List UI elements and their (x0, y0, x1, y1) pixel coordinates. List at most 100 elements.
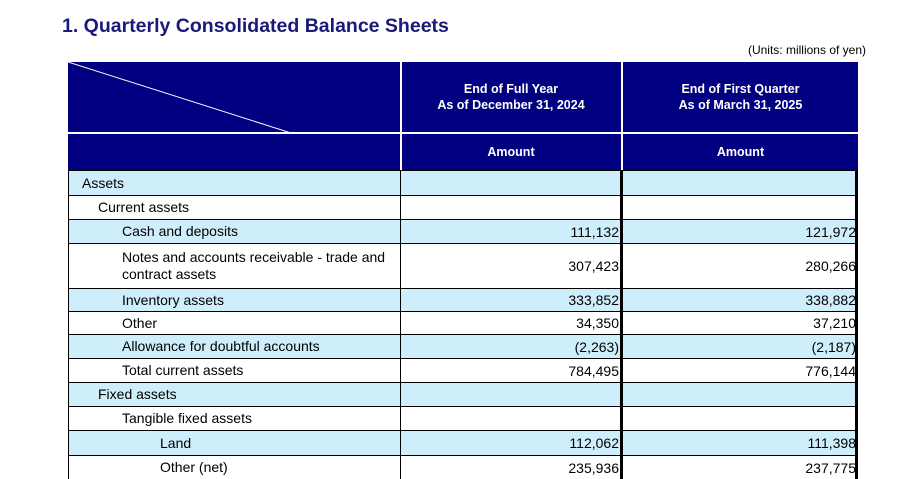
amount-prior-year: 112,062 (401, 431, 621, 455)
column-rule (620, 335, 623, 358)
table-row: Allowance for doubtful accounts (2,263) (2… (68, 334, 858, 358)
header-corner-cell (68, 62, 401, 168)
row-label: Other (net) (160, 459, 228, 475)
column-rule (68, 359, 69, 382)
column-heading-current-quarter-line1: End of First Quarter (681, 82, 800, 96)
row-label: Land (68, 431, 401, 455)
column-rule (400, 196, 401, 219)
units-note: (Units: millions of yen) (747, 43, 866, 57)
column-heading-prior-year-line2: As of December 31, 2024 (437, 98, 585, 112)
column-rule (400, 312, 401, 334)
row-label: Cash and deposits (68, 220, 401, 243)
table-row: Total current assets 784,495 776,144 (68, 358, 858, 382)
amount-current-quarter (623, 407, 858, 430)
column-rule (400, 244, 401, 288)
column-rule (855, 335, 858, 358)
table-header: End of Full Year As of December 31, 2024… (68, 62, 858, 168)
amount-prior-year: 235,936 (568, 459, 619, 476)
column-rule (855, 407, 858, 430)
column-rule (620, 383, 623, 406)
column-rule (620, 289, 623, 311)
amount-prior-year (401, 196, 621, 219)
header-divider (621, 62, 623, 132)
row-label: Other (122, 314, 158, 331)
column-rule (620, 196, 623, 219)
column-rule (400, 220, 401, 243)
column-rule (68, 220, 69, 243)
column-rule (855, 312, 858, 334)
column-rule (68, 289, 69, 311)
amount-current-quarter: (2,187) (623, 335, 858, 358)
row-label: Allowance for doubtful accounts (68, 335, 401, 358)
amount-prior-year (401, 383, 621, 406)
amount-prior-year: 307,423 (568, 258, 619, 274)
table-row: Inventory assets 333,852 338,882 (68, 288, 858, 311)
header-divider (621, 134, 623, 170)
column-rule (400, 289, 401, 311)
column-rule (68, 335, 69, 358)
column-rule (68, 407, 69, 430)
column-rule (620, 359, 623, 382)
row-label: Current assets (98, 199, 190, 215)
column-rule (855, 196, 858, 219)
column-rule (68, 431, 69, 455)
column-rule (68, 196, 69, 219)
subheader-corner-cell (68, 134, 401, 170)
table-row: Notes and accounts receivable - trade an… (68, 243, 858, 288)
amount-prior-year (401, 171, 621, 195)
row-label: Notes and accounts receivable - trade an… (122, 249, 386, 282)
amount-prior-year: 34,350 (576, 315, 619, 331)
header-rule (401, 132, 858, 134)
amount-prior-year: 784,495 (568, 362, 619, 379)
column-rule (855, 171, 858, 195)
column-heading-prior-year: End of Full Year As of December 31, 2024 (401, 62, 621, 132)
amount-current-quarter (623, 171, 858, 195)
column-rule (400, 383, 401, 406)
column-rule (400, 407, 401, 430)
amount-current-quarter: 338,882 (623, 289, 858, 311)
column-rule (400, 359, 401, 382)
amount-prior-year: 111,132 (401, 220, 621, 243)
column-rule (620, 407, 623, 430)
column-rule (620, 431, 623, 455)
amount-current-quarter: 111,398 (623, 431, 858, 455)
subheader-amount-prior: Amount (487, 145, 535, 159)
table-row: Current assets (68, 195, 858, 219)
column-rule (68, 383, 69, 406)
amount-current-quarter: 237,775 (805, 459, 856, 476)
column-rule (620, 456, 623, 479)
table-row: Fixed assets (68, 382, 858, 406)
row-label: Fixed assets (68, 383, 401, 406)
amount-current-quarter: 121,972 (623, 220, 858, 243)
column-rule (68, 171, 69, 195)
column-rule (855, 220, 858, 243)
column-heading-prior-year-line1: End of Full Year (463, 82, 559, 96)
column-rule (855, 431, 858, 455)
column-rule (400, 171, 401, 195)
row-label: Total current assets (122, 362, 244, 378)
page-title: 1. Quarterly Consolidated Balance Sheets (62, 15, 449, 37)
amount-prior-year (401, 407, 621, 430)
column-rule (400, 431, 401, 455)
column-rule (400, 456, 401, 479)
amount-current-quarter: 37,210 (813, 315, 856, 331)
row-label: Inventory assets (68, 289, 401, 311)
column-rule (620, 312, 623, 334)
balance-sheet-table: End of Full Year As of December 31, 2024… (68, 62, 858, 479)
amount-current-quarter (623, 196, 858, 219)
table-row: Tangible fixed assets (68, 406, 858, 430)
column-rule (620, 171, 623, 195)
amount-prior-year: (2,263) (401, 335, 621, 358)
table-body: Assets Current assets Cash and deposits 111… (68, 170, 858, 479)
column-rule (400, 335, 401, 358)
column-rule (68, 456, 69, 479)
column-rule (855, 244, 858, 288)
row-label: Tangible fixed assets (122, 410, 252, 426)
table-row: Assets (68, 170, 858, 195)
amount-current-quarter: 280,266 (805, 258, 856, 274)
column-rule (855, 383, 858, 406)
column-heading-current-quarter-line2: As of March 31, 2025 (678, 98, 803, 112)
column-rule (620, 220, 623, 243)
row-label: Assets (68, 171, 401, 195)
table-row: Cash and deposits 111,132 121,972 (68, 219, 858, 243)
